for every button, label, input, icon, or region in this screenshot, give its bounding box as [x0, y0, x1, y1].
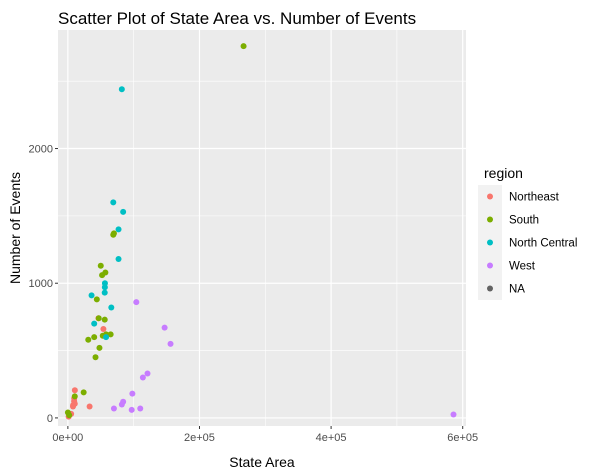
data-point — [101, 289, 108, 296]
data-points — [64, 43, 457, 420]
legend-label: South — [509, 215, 539, 227]
y-tick-label: 2000 — [29, 144, 53, 156]
data-point — [120, 208, 127, 215]
data-point — [110, 230, 117, 237]
y-tick-label: 0 — [47, 413, 53, 425]
x-tick-label: 2e+05 — [184, 432, 215, 444]
data-point — [139, 374, 146, 381]
data-point — [92, 354, 99, 361]
legend-label: West — [509, 261, 536, 273]
data-point — [71, 387, 78, 394]
data-point — [93, 296, 100, 303]
legend-symbol — [487, 239, 493, 246]
data-point — [450, 411, 457, 418]
legend-symbol — [487, 193, 493, 200]
data-point — [71, 393, 78, 400]
data-point — [85, 336, 92, 343]
data-point — [103, 334, 110, 341]
data-point — [110, 405, 117, 412]
legend: region Northeast South North Central West NA — [478, 165, 577, 300]
x-axis-title: State Area — [229, 454, 295, 470]
data-point — [240, 43, 247, 50]
data-point — [101, 280, 108, 287]
data-point — [97, 262, 104, 269]
data-point — [118, 86, 125, 93]
plot-panel — [58, 30, 466, 426]
data-point — [96, 344, 103, 351]
data-point — [102, 269, 109, 276]
y-axis-title: Number of Events — [7, 172, 23, 284]
y-axis: 0 1000 2000 — [29, 144, 58, 425]
data-point — [167, 340, 174, 347]
legend-symbol — [487, 285, 493, 292]
x-tick-label: 0e+00 — [52, 432, 83, 444]
data-point — [115, 255, 122, 262]
data-point — [101, 316, 108, 323]
data-point — [129, 390, 136, 397]
data-point — [95, 315, 102, 322]
legend-label: North Central — [509, 238, 577, 250]
x-axis: 0e+00 2e+05 4e+05 6e+05 — [52, 426, 478, 444]
x-tick-label: 6e+05 — [447, 432, 478, 444]
data-point — [128, 406, 135, 413]
data-point — [91, 334, 98, 341]
grid — [58, 30, 466, 426]
data-point — [137, 405, 144, 412]
chart-title: Scatter Plot of State Area vs. Number of… — [58, 9, 416, 28]
data-point — [107, 331, 114, 338]
y-tick-label: 1000 — [29, 278, 53, 290]
legend-title: region — [484, 165, 523, 181]
data-point — [110, 199, 117, 206]
data-point — [80, 389, 87, 396]
legend-label: NA — [509, 284, 525, 296]
legend-symbol — [487, 216, 493, 223]
data-point — [91, 320, 98, 327]
data-point — [86, 403, 93, 410]
data-point — [144, 370, 151, 377]
data-point — [133, 299, 140, 306]
data-point — [108, 304, 115, 311]
legend-symbol — [487, 262, 493, 269]
data-point — [88, 292, 95, 299]
data-point — [120, 398, 127, 405]
data-point — [66, 412, 73, 419]
data-point — [100, 326, 107, 333]
data-point — [115, 226, 122, 233]
data-point — [161, 324, 168, 331]
x-tick-label: 4e+05 — [316, 432, 347, 444]
legend-label: Northeast — [509, 192, 560, 204]
data-point — [71, 400, 78, 407]
